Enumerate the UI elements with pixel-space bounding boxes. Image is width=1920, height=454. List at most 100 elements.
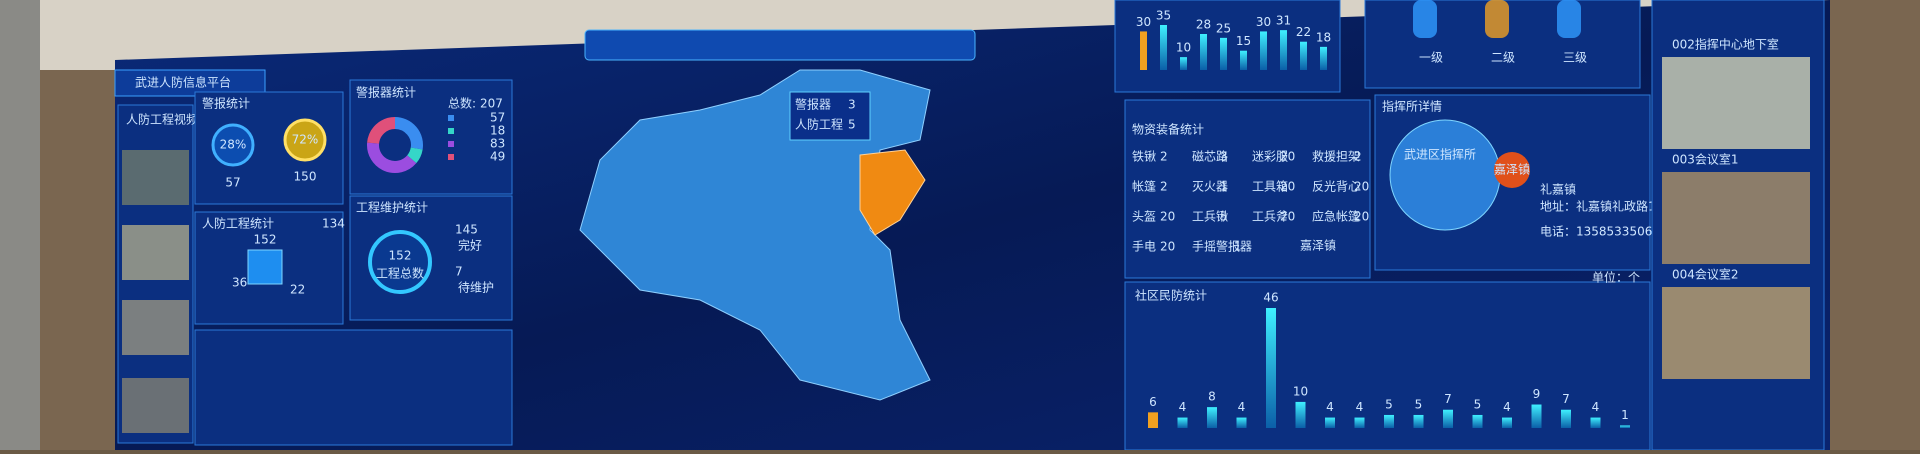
bar-label: 4 <box>1592 400 1600 414</box>
bar <box>1354 417 1365 428</box>
bar-label: 10 <box>1176 41 1191 55</box>
total: 207 <box>480 97 503 111</box>
item-value: 20 <box>1160 210 1175 224</box>
bar-label: 4 <box>1356 400 1364 414</box>
video <box>1662 287 1810 379</box>
label: 工程总数 <box>376 266 424 281</box>
item-value: 20 <box>1280 150 1295 164</box>
legend-swatch <box>448 154 454 160</box>
item-value: 2 <box>1160 150 1168 164</box>
cylinder <box>1413 0 1437 38</box>
legend-value: 49 <box>490 150 505 164</box>
donut-segment <box>367 117 396 145</box>
donut-segment <box>367 142 417 173</box>
video <box>122 300 189 355</box>
label: 完好 <box>458 238 482 253</box>
panel-title: 人防工程统计 <box>202 216 274 231</box>
panel-title: 警报统计 <box>202 96 250 111</box>
panel-title: 社区民防统计 <box>1135 288 1207 303</box>
video <box>122 378 189 433</box>
item-value: 2 <box>1160 180 1168 194</box>
value: 7 <box>455 265 463 279</box>
bar <box>1148 412 1158 428</box>
bar <box>1320 46 1327 70</box>
bar-label: 30 <box>1256 15 1271 29</box>
value: 22 <box>290 283 305 297</box>
value: 36 <box>232 276 247 290</box>
bar <box>1260 31 1267 70</box>
bar-label: 7 <box>1562 392 1570 406</box>
bar-label: 15 <box>1236 34 1251 48</box>
item-label: 工兵斧 <box>1252 210 1288 224</box>
item-label: 头盔 <box>1132 209 1156 224</box>
bar <box>1180 57 1187 70</box>
cylinder <box>1485 0 1509 38</box>
bar <box>1177 417 1188 428</box>
panel-title: 人防工程视频 <box>126 112 198 127</box>
item-value: 20 <box>1280 210 1295 224</box>
bar-label: 35 <box>1156 9 1171 23</box>
legend-swatch <box>448 141 454 147</box>
video-title: 002指挥中心地下室 <box>1672 37 1779 52</box>
item-label: 反光背心 <box>1312 180 1360 194</box>
legend-swatch <box>448 115 454 121</box>
bar-label: 30 <box>1136 15 1151 29</box>
item-label: 灭火器 <box>1192 180 1228 194</box>
bar-label: 7 <box>1444 392 1452 406</box>
bar-label: 6 <box>1149 395 1157 409</box>
phone: 电话：13585335067 <box>1540 225 1660 239</box>
value: 145 <box>455 223 478 237</box>
item-label: 应急帐篷 <box>1312 209 1360 224</box>
item-value: 1 <box>1234 240 1242 254</box>
label: 待维护 <box>458 281 494 295</box>
bar <box>1207 407 1217 428</box>
node-label: 武进区指挥所 <box>1404 147 1476 162</box>
nav-bar[interactable] <box>584 29 976 61</box>
bar <box>1590 417 1601 428</box>
town: 嘉泽镇 <box>1300 239 1336 253</box>
bar <box>1200 34 1207 70</box>
bar <box>1300 41 1307 70</box>
video <box>122 225 189 280</box>
item-value: 20 <box>1160 240 1175 254</box>
total-label: 总数: <box>448 96 476 111</box>
item-label: 手电 <box>1132 240 1156 254</box>
bar-label: 1 <box>1621 408 1629 422</box>
item-value: 1 <box>1220 180 1228 194</box>
legend-value: 18 <box>490 124 505 138</box>
globe <box>1389 119 1501 231</box>
bar-label: 4 <box>1503 400 1511 414</box>
cube <box>247 249 283 285</box>
level-label: 一级 <box>1419 51 1443 65</box>
popup-value: 3 <box>848 98 856 112</box>
level-label: 二级 <box>1491 51 1515 65</box>
item-label: 迷彩服 <box>1252 150 1288 164</box>
bar <box>1240 50 1247 70</box>
bar-label: 9 <box>1533 387 1541 401</box>
bar <box>1236 417 1247 428</box>
bar <box>1295 401 1306 428</box>
bar-label: 8 <box>1208 390 1216 404</box>
bar-label: 4 <box>1238 400 1246 414</box>
donut-segment <box>406 147 423 164</box>
bar-label: 22 <box>1296 25 1311 39</box>
item-label: 工具箱 <box>1252 179 1288 194</box>
bar-label: 4 <box>1179 400 1187 414</box>
panel <box>1124 99 1371 279</box>
bar-label: 31 <box>1276 14 1291 28</box>
video-title: 003会议室1 <box>1672 152 1739 167</box>
item-value: 20 <box>1354 210 1369 224</box>
legend-value: 83 <box>490 137 505 151</box>
panel-title: 物资装备统计 <box>1132 123 1204 137</box>
curtain <box>0 0 40 450</box>
item-label: 工兵锹 <box>1192 209 1228 224</box>
ring <box>368 230 432 294</box>
panel <box>194 329 513 446</box>
value: 152 <box>389 249 412 263</box>
panel-title: 指挥所详情 <box>1382 99 1442 114</box>
item-label: 手摇警报器 <box>1192 239 1252 254</box>
bar <box>1280 30 1287 70</box>
bar <box>1561 409 1571 428</box>
